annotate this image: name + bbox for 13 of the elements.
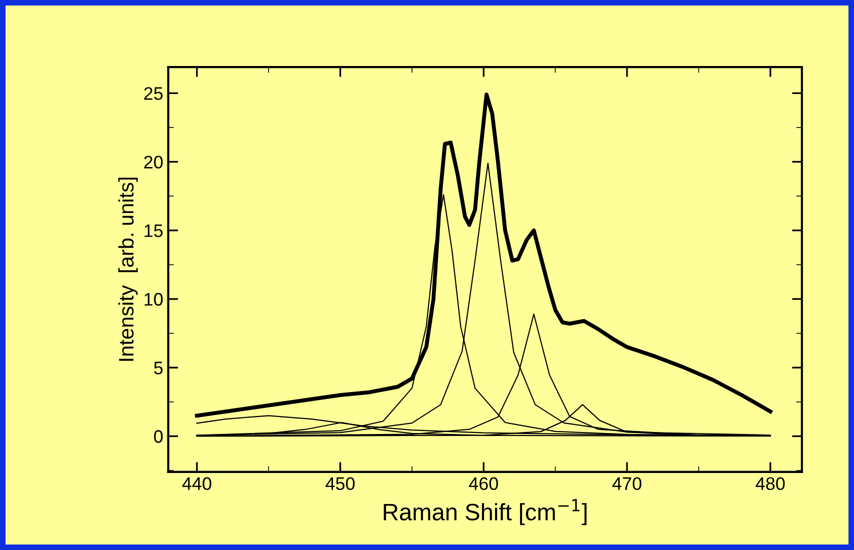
x-axis-title: Raman Shift [cm$^{−1}$] — [384, 499, 587, 526]
y-tick-label: 25 — [144, 87, 163, 100]
x-tick-label: 480 — [756, 477, 785, 490]
y-axis-title: Intensity [arb. units] — [118, 178, 138, 361]
y-tick-label: 20 — [144, 156, 163, 168]
y-tick-label: 15 — [144, 224, 163, 238]
x-tick-label: 440 — [182, 477, 212, 490]
x-tick-label: 450 — [326, 477, 355, 490]
y-tick-label: 10 — [144, 292, 163, 306]
x-tick-label: 460 — [468, 477, 498, 490]
y-tick-label: 5 — [154, 362, 163, 374]
y-tick-label: 0 — [154, 430, 163, 443]
x-tick-label: 470 — [612, 477, 642, 490]
